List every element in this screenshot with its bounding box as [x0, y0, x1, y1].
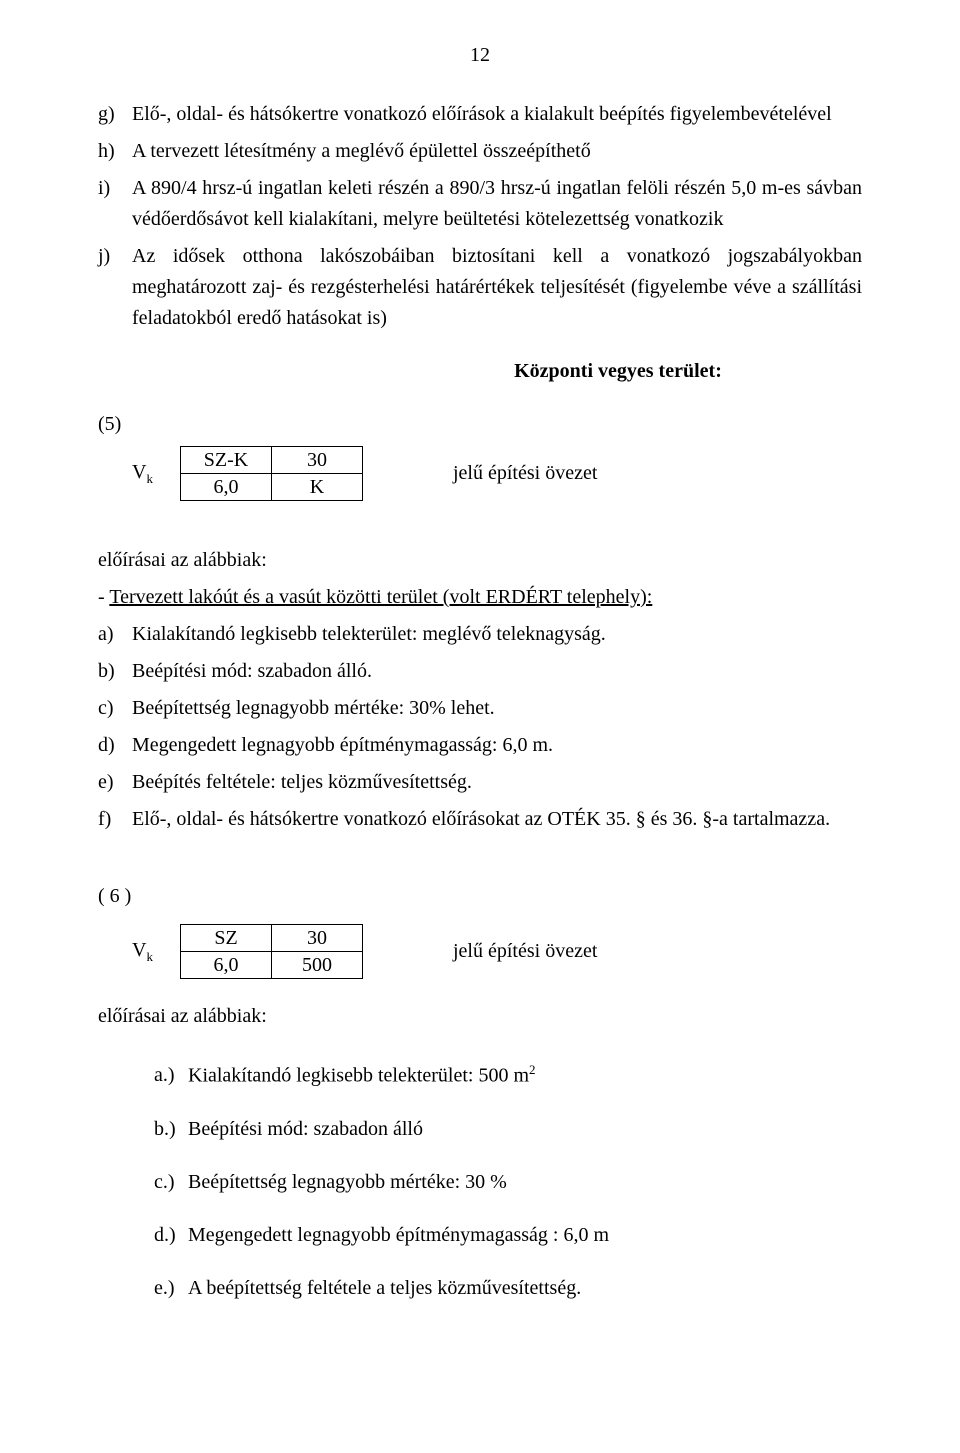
list-marker: f) — [98, 804, 132, 835]
list-text: Az idősek otthona lakószobáiban biztosít… — [132, 241, 862, 334]
section-number-6: ( 6 ) — [98, 881, 862, 912]
zone-row-6: Vk SZ 30 6,0 500 jelű építési övezet — [98, 924, 862, 979]
list-marker: d.) — [154, 1220, 188, 1251]
list-marker: b) — [98, 656, 132, 687]
dash-line: - Tervezett lakóút és a vasút közötti te… — [98, 582, 862, 613]
section-title: Központi vegyes terület: — [478, 356, 758, 387]
zone-table-5: SZ-K 30 6,0 K — [180, 446, 363, 501]
list-item-5f: f) Elő-, oldal- és hátsókertre vonatkozó… — [98, 804, 862, 835]
list-marker: b.) — [154, 1114, 188, 1145]
list-text: A beépítettség feltétele a teljes közműv… — [188, 1273, 862, 1304]
list-text: Elő-, oldal- és hátsókertre vonatkozó el… — [132, 99, 862, 130]
list-marker: e) — [98, 767, 132, 798]
list-item-5c: c) Beépítettség legnagyobb mértéke: 30% … — [98, 693, 862, 724]
list-item-h: h) A tervezett létesítmény a meglévő épü… — [98, 136, 862, 167]
dash: - — [98, 586, 109, 608]
zone-cell: 30 — [272, 925, 363, 952]
list-marker: c) — [98, 693, 132, 724]
list-item-6c: c.) Beépítettség legnagyobb mértéke: 30 … — [154, 1167, 862, 1198]
zone-table-6: SZ 30 6,0 500 — [180, 924, 363, 979]
section-number-5: (5) — [98, 409, 862, 440]
list-item-5d: d) Megengedett legnagyobb építménymagass… — [98, 730, 862, 761]
list-marker: i) — [98, 173, 132, 204]
list-item-5a: a) Kialakítandó legkisebb telekterület: … — [98, 619, 862, 650]
list-text: A 890/4 hrsz-ú ingatlan keleti részén a … — [132, 173, 862, 235]
intro-5: előírásai az alábbiak: — [98, 545, 862, 576]
list-item-5e: e) Beépítés feltétele: teljes közművesít… — [98, 767, 862, 798]
zone-cell: 6,0 — [181, 952, 272, 979]
zone-suffix: jelű építési övezet — [453, 458, 597, 489]
list-marker: a.) — [154, 1060, 188, 1091]
zone-row-5: Vk SZ-K 30 6,0 K jelű építési övezet — [98, 446, 862, 501]
list-item-6e: e.) A beépítettség feltétele a teljes kö… — [154, 1273, 862, 1304]
page-number: 12 — [98, 40, 862, 71]
list-marker: d) — [98, 730, 132, 761]
list-text: A tervezett létesítmény a meglévő épület… — [132, 136, 862, 167]
list-item-6a: a.) Kialakítandó legkisebb telekterület:… — [154, 1060, 862, 1092]
zone-cell: SZ-K — [181, 447, 272, 474]
vk-label: Vk — [132, 457, 180, 489]
list-item-5b: b) Beépítési mód: szabadon álló. — [98, 656, 862, 687]
list-text: Elő-, oldal- és hátsókertre vonatkozó el… — [132, 804, 862, 835]
zone-cell: K — [272, 474, 363, 501]
list-marker: c.) — [154, 1167, 188, 1198]
list-text: Beépítési mód: szabadon álló. — [132, 656, 862, 687]
list-item-6b: b.) Beépítési mód: szabadon álló — [154, 1114, 862, 1145]
list-marker: e.) — [154, 1273, 188, 1304]
list-item-g: g) Elő-, oldal- és hátsókertre vonatkozó… — [98, 99, 862, 130]
zone-suffix: jelű építési övezet — [453, 936, 597, 967]
intro-6: előírásai az alábbiak: — [98, 1001, 862, 1032]
zone-cell: 500 — [272, 952, 363, 979]
list-text: Megengedett legnagyobb építménymagasság … — [188, 1220, 862, 1251]
list-text: Beépítettség legnagyobb mértéke: 30% leh… — [132, 693, 862, 724]
zone-cell: 6,0 — [181, 474, 272, 501]
list-text: Megengedett legnagyobb építménymagasság:… — [132, 730, 862, 761]
zone-cell: SZ — [181, 925, 272, 952]
list-item-i: i) A 890/4 hrsz-ú ingatlan keleti részén… — [98, 173, 862, 235]
zone-cell: 30 — [272, 447, 363, 474]
list-marker: g) — [98, 99, 132, 130]
list-text: Beépítési mód: szabadon álló — [188, 1114, 862, 1145]
list-marker: a) — [98, 619, 132, 650]
list-text: Kialakítandó legkisebb telekterület: 500… — [188, 1060, 862, 1092]
list-marker: h) — [98, 136, 132, 167]
dash-underline: Tervezett lakóút és a vasút közötti terü… — [109, 586, 652, 608]
list-item-6d: d.) Megengedett legnagyobb építménymagas… — [154, 1220, 862, 1251]
vk-label: Vk — [132, 935, 180, 967]
list-text: Beépítettség legnagyobb mértéke: 30 % — [188, 1167, 862, 1198]
list-text: Kialakítandó legkisebb telekterület: meg… — [132, 619, 862, 650]
list-item-j: j) Az idősek otthona lakószobáiban bizto… — [98, 241, 862, 334]
list-marker: j) — [98, 241, 132, 272]
list-text: Beépítés feltétele: teljes közművesített… — [132, 767, 862, 798]
